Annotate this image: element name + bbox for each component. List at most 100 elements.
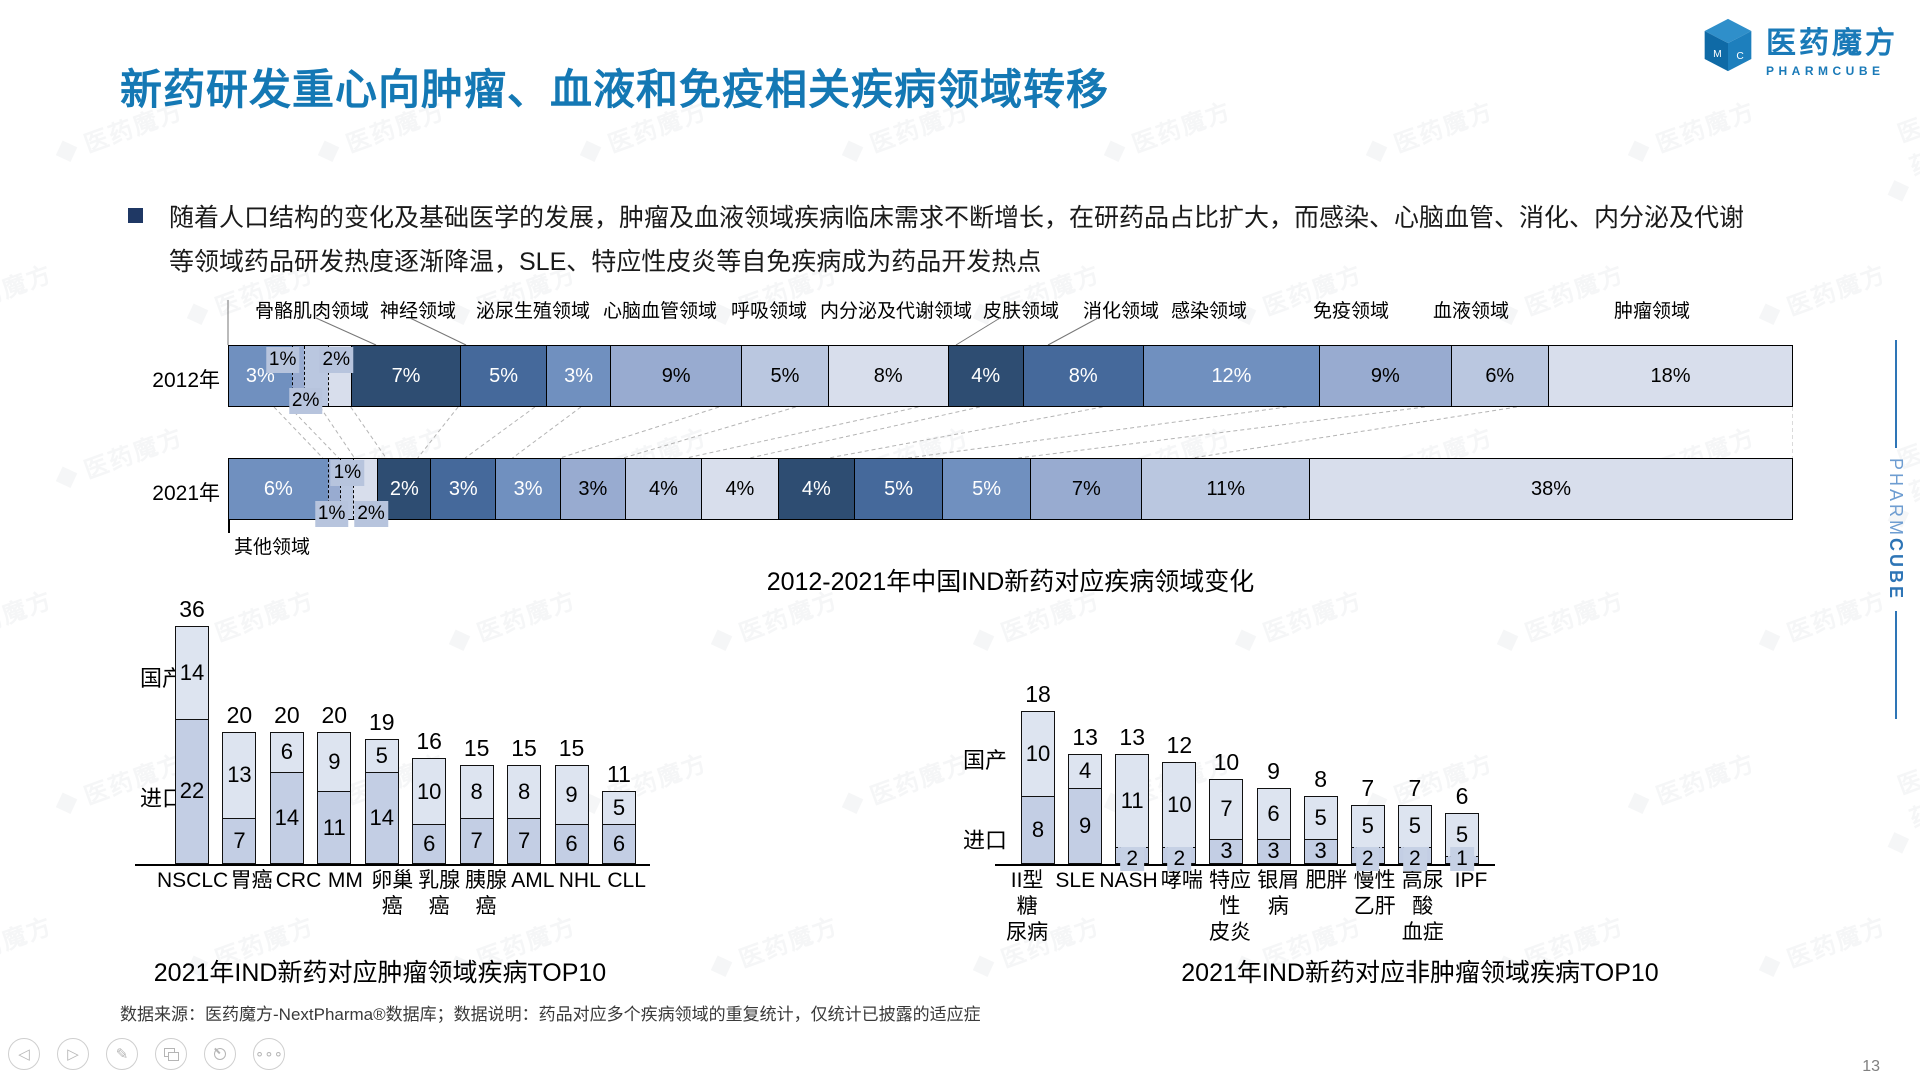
- non-oncology-chart-caption: 2021年IND新药对应非肿瘤领域疾病TOP10: [1181, 959, 1659, 987]
- oncology-top10-chart: 国产 进口 36 14 22 20 13 7 20 6 14 20 9 11 19 5 14 16 10 6 15 8…: [135, 595, 650, 918]
- small-value-box: 2: [1355, 847, 1380, 871]
- watermark-cube-icon: ◆: [573, 130, 607, 170]
- axis-label-7: AML: [511, 869, 555, 892]
- page-number: 13: [1862, 1058, 1880, 1075]
- bar-total: 19: [368, 708, 395, 735]
- axis-label-3: 哮喘: [1160, 869, 1203, 892]
- axis-label-8: NHL: [558, 869, 601, 892]
- segment-2021年-9: 4%: [701, 459, 778, 519]
- watermark-tile: ◆医药魔方: [1881, 766, 1920, 866]
- bar-segment-domestic: 6: [1256, 787, 1291, 839]
- slide-browser-button[interactable]: [155, 1038, 187, 1070]
- pen-button[interactable]: ✎: [106, 1038, 138, 1070]
- watermark-cube-icon: ◆: [1621, 782, 1655, 822]
- left-arrow-icon: ◁: [18, 1046, 30, 1063]
- area-label-4: 呼吸领域: [731, 301, 808, 322]
- segment-2021年-11: 5%: [854, 459, 943, 519]
- axis-label-6: 肥胖: [1305, 869, 1348, 892]
- bar-column-9: 11 5 6: [601, 595, 636, 864]
- watermark-cube-icon: ◆: [442, 0, 476, 7]
- brand-name-cn: 医药魔方: [1766, 26, 1898, 60]
- magnifier-icon: [214, 1048, 226, 1060]
- watermark-cube-icon: ◆: [1097, 130, 1131, 170]
- bar-column-2: 13 11 2: [1115, 595, 1150, 871]
- pen-icon: ✎: [115, 1046, 129, 1063]
- bar-column-6: 15 8 7: [459, 595, 494, 864]
- bar-segment-domestic: 13: [222, 732, 257, 818]
- watermark-cube-icon: ◆: [1752, 619, 1786, 659]
- watermark-tile: ◆医药魔方: [704, 0, 843, 7]
- axis-label-4: 卵巢癌: [371, 869, 414, 918]
- oncology-chart-caption: 2021年IND新药对应肿瘤领域疾病TOP10: [153, 959, 607, 987]
- bar-total: 15: [463, 735, 490, 762]
- area-label-5: 内分泌及代谢领域: [820, 301, 973, 322]
- bar-segment-imported: 14: [269, 771, 304, 864]
- bars-area: 36 14 22 20 13 7 20 6 14 20 9 11 19 5 14 16 10 6 15 8 7 15 8 7 1…: [135, 595, 650, 864]
- small-value-box: 2: [1167, 847, 1192, 871]
- bar-segment-imported: 3: [1209, 838, 1244, 864]
- bar-segment-imported: 6: [554, 824, 589, 864]
- brand-name-en: PHARMCUBE: [1766, 63, 1885, 78]
- bar-segment-imported: 7: [507, 817, 542, 864]
- other-area-tick: [228, 520, 230, 533]
- zoom-button[interactable]: [204, 1038, 236, 1070]
- bar-segment-imported: 3: [1256, 838, 1291, 864]
- watermark-cube-icon: ◆: [1881, 169, 1915, 209]
- bar-segment-imported: 9: [1068, 787, 1103, 864]
- svg-text:C: C: [1736, 51, 1744, 62]
- bar-column-5: 16 10 6: [412, 595, 447, 864]
- segment-2012年-9: 8%: [827, 346, 948, 406]
- bullet-row: 随着人口结构的变化及基础医学的发展，肿瘤及血液领域疾病临床需求不断增长，在研药品…: [128, 196, 1759, 284]
- area-label-0: 骨骼肌肉领域: [255, 301, 370, 322]
- cube-logo-icon: M C: [1700, 16, 1756, 79]
- segment-callout: 1%: [314, 501, 349, 527]
- segment-2021年-13: 7%: [1030, 459, 1142, 519]
- axis-label-5: 乳腺癌: [418, 869, 461, 918]
- axis-label-9: CLL: [607, 869, 646, 892]
- watermark-cube-icon: ◆: [835, 782, 869, 822]
- segment-2012年-6: 3%: [546, 346, 610, 406]
- row-label-2012: 2012年: [152, 369, 220, 392]
- area-label-3: 心脑血管领域: [603, 301, 718, 322]
- watermark-tile: ◆医药魔方: [1097, 97, 1236, 170]
- next-slide-button[interactable]: ▷: [57, 1038, 89, 1070]
- x-axis-labels: II型糖 尿病 SLE NASH 哮喘 特应性 皮炎 银屑病 肥胖 慢性 乙肝 高尿酸 血症 IP…: [995, 868, 1495, 946]
- bar-segment-domestic: 5: [1303, 796, 1338, 839]
- more-options-button[interactable]: ∘∘∘: [253, 1038, 285, 1070]
- bar-segment-domestic: 8: [459, 765, 494, 818]
- bar-total: 36: [179, 596, 205, 623]
- axis-label-8: 高尿酸 血症: [1401, 869, 1444, 944]
- bar-segment-domestic: 9: [554, 765, 589, 825]
- watermark-cube-icon: ◆: [1359, 130, 1393, 170]
- bar-column-1: 13 4 9: [1068, 595, 1103, 864]
- bar-segment-domestic: 9: [317, 732, 352, 792]
- label-leader-lines: [227, 300, 1099, 346]
- watermark-tile: ◆医药魔方: [704, 912, 843, 985]
- area-label-7: 消化领域: [1083, 301, 1160, 322]
- non-oncology-top10-chart: 国产 进口 18 10 8 13 4 9 13 11 2 12 10 2 10 7 3 9 6 3 8 5 3 7 5 2 7 5…: [963, 595, 1495, 944]
- watermark-cube-icon: ◆: [704, 619, 738, 659]
- area-label-6: 皮肤领域: [983, 301, 1060, 322]
- bar-total: 12: [1166, 732, 1193, 758]
- segment-2021年-6: 3%: [495, 459, 560, 519]
- axis-label-7: 慢性 乙肝: [1353, 869, 1396, 918]
- bar-segment-domestic: 8: [507, 765, 542, 818]
- area-label-10: 血液领域: [1433, 301, 1510, 322]
- legend-imported: 进口: [963, 828, 1008, 853]
- bar-total: 10: [1213, 749, 1240, 775]
- bar-column-7: 15 8 7: [507, 595, 542, 864]
- bar-column-4: 10 7 3: [1209, 595, 1244, 864]
- bar-segment-imported: 14: [364, 771, 399, 864]
- bar-segment-imported: 7: [459, 817, 494, 864]
- legend-domestic: 国产: [963, 748, 1008, 773]
- segment-callout: 2%: [354, 501, 388, 527]
- bar-column-4: 19 5 14: [364, 595, 399, 864]
- bar-segment-imported: 7: [222, 817, 257, 864]
- watermark-cube-icon: ◆: [1490, 619, 1524, 659]
- bar-segment-imported: 3: [1303, 838, 1338, 864]
- segment-callout: 2%: [319, 347, 353, 373]
- bar-segment-domestic: 5: [1397, 804, 1432, 847]
- watermark-tile: ◆医药魔方: [0, 0, 57, 7]
- bar-total: 7: [1361, 774, 1375, 801]
- prev-slide-button[interactable]: ◁: [8, 1038, 40, 1070]
